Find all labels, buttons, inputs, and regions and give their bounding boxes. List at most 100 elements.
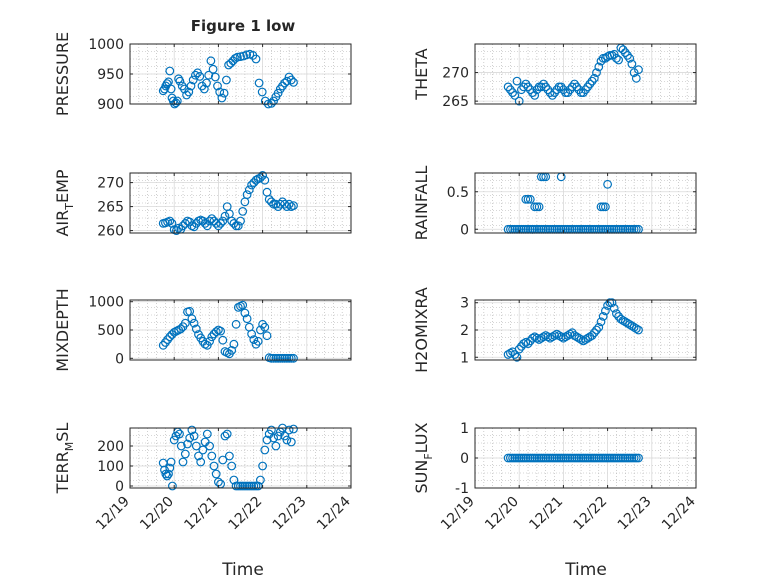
data-point <box>185 433 195 443</box>
data-point <box>583 82 593 92</box>
y-axis-label: SUNFLUX <box>412 422 435 493</box>
y-tick-label: 0.5 <box>447 185 469 201</box>
figure-title: Figure 1 low <box>191 17 296 35</box>
data-point <box>171 226 181 236</box>
data-series <box>503 43 643 106</box>
y-tick-label: 0 <box>115 351 124 367</box>
data-point <box>222 429 232 439</box>
data-point <box>583 333 593 343</box>
data-point <box>206 56 216 66</box>
data-point <box>169 435 179 445</box>
data-point <box>269 96 279 106</box>
major-grid <box>475 44 696 104</box>
data-point <box>532 333 542 343</box>
data-point <box>247 180 257 190</box>
data-point <box>618 316 628 325</box>
data-point <box>623 51 632 60</box>
data-point <box>260 322 270 332</box>
data-point <box>521 79 531 89</box>
data-point <box>594 62 604 72</box>
data-point <box>627 321 637 331</box>
x-tick-label: 12/19 <box>438 494 478 534</box>
data-point <box>592 68 601 77</box>
data-point <box>232 52 242 62</box>
data-point <box>616 314 626 324</box>
data-point <box>523 194 533 204</box>
data-point <box>207 214 217 224</box>
y-axis-label: MIXDEPTH <box>53 288 72 371</box>
data-point <box>260 96 270 106</box>
data-point <box>191 324 201 334</box>
data-point <box>625 53 635 63</box>
data-point <box>161 469 171 479</box>
data-point <box>539 79 548 89</box>
data-point <box>188 75 198 85</box>
y-tick-label: 950 <box>97 67 124 83</box>
subplot-1: 900 950 1000 PRESSURE <box>53 32 352 116</box>
y-tick-label: 0 <box>115 479 124 495</box>
data-point <box>592 453 601 463</box>
data-point <box>601 202 610 212</box>
data-point <box>563 331 573 340</box>
data-point <box>570 331 579 340</box>
y-tick-label: 270 <box>97 176 124 192</box>
data-point <box>596 317 606 327</box>
data-point <box>284 425 294 435</box>
data-point <box>629 322 639 332</box>
data-point <box>221 75 231 85</box>
data-point <box>242 314 252 324</box>
data-point <box>219 88 229 98</box>
data-point <box>572 332 582 342</box>
subplot-7: 0 100 200 TERRMSL 12/19 12/20 12/21 12/22 12/23 1… <box>53 423 354 534</box>
data-series <box>158 300 298 363</box>
y-axis-label: H2OMIXRA <box>412 287 431 373</box>
data-point <box>162 471 172 481</box>
y-axis-label: RAINFALL <box>412 166 431 241</box>
data-point <box>284 199 294 209</box>
data-point <box>238 206 248 216</box>
data-point <box>247 329 257 339</box>
data-point <box>625 320 635 329</box>
y-axis-label: AIRTEMP <box>53 169 76 236</box>
data-point <box>620 317 630 327</box>
data-point <box>178 221 188 231</box>
data-point <box>165 66 175 76</box>
data-point <box>175 429 184 439</box>
data-point <box>200 218 210 228</box>
data-point <box>165 216 175 226</box>
data-point <box>233 221 243 231</box>
data-point <box>227 346 237 355</box>
data-point <box>229 475 239 485</box>
data-point <box>609 303 619 313</box>
data-point <box>601 306 610 316</box>
data-point <box>506 348 515 358</box>
data-point <box>612 53 621 63</box>
subplot-4: 0 0.5 RAINFALL <box>412 166 697 241</box>
data-point <box>594 322 604 332</box>
data-point <box>289 77 298 87</box>
data-point <box>180 318 190 328</box>
data-point <box>631 324 641 334</box>
data-point <box>254 78 264 88</box>
y-tick-label: 270 <box>442 66 469 82</box>
data-point <box>202 429 212 439</box>
data-point <box>227 461 237 471</box>
data-point <box>572 82 582 92</box>
data-point <box>282 76 292 86</box>
data-point <box>218 216 228 226</box>
data-point <box>198 216 208 226</box>
data-point <box>262 331 272 341</box>
data-point <box>199 84 209 94</box>
y-tick-label: 900 <box>97 97 124 113</box>
data-point <box>238 300 248 310</box>
data-point <box>256 325 265 335</box>
data-series <box>503 298 643 362</box>
data-point <box>242 190 252 200</box>
data-point <box>167 481 177 491</box>
data-point <box>541 331 551 340</box>
data-point <box>634 453 643 463</box>
data-point <box>211 327 221 337</box>
data-point <box>554 331 564 340</box>
x-tick-label: 12/23 <box>270 494 310 534</box>
